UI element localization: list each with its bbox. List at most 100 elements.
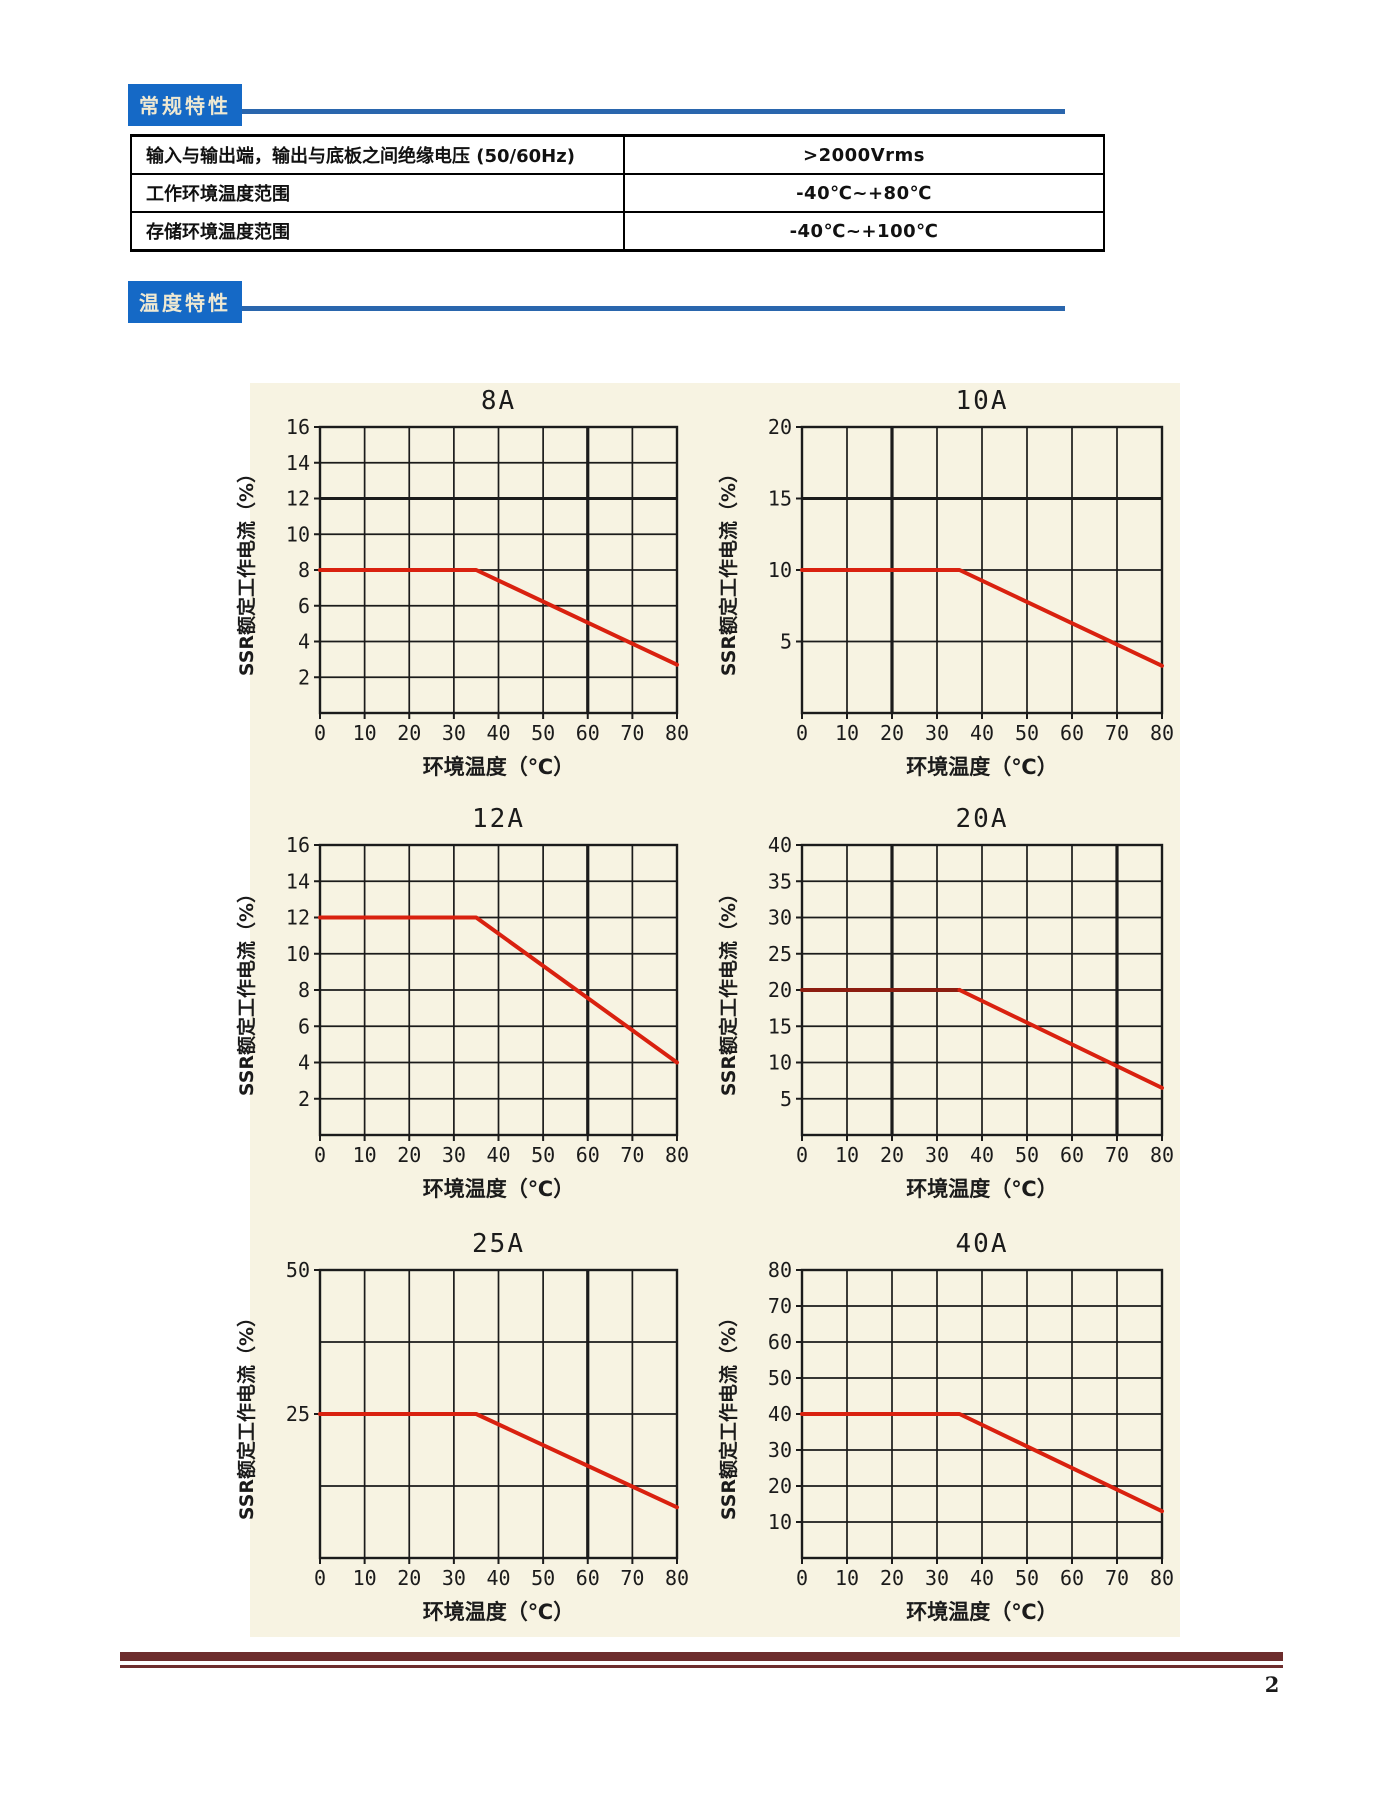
- y-axis: 10 20 30 40 50 60 70 80: [768, 1258, 802, 1534]
- y-axis-title: SSR额定工作电流（%）: [235, 464, 258, 676]
- y-tick-label: 60: [768, 1330, 792, 1354]
- y-tick-label: 14: [286, 451, 310, 475]
- chart-panel: [250, 383, 1180, 1637]
- chart-title: 25A: [472, 1229, 525, 1259]
- x-tick-label: 60: [1060, 1566, 1084, 1590]
- x-tick-label: 80: [665, 1566, 689, 1590]
- x-tick-label: 60: [576, 1143, 600, 1167]
- y-tick-label: 10: [286, 942, 310, 966]
- y-tick-label: 15: [768, 487, 792, 511]
- y-axis-title: SSR额定工作电流（%）: [717, 1308, 740, 1520]
- y-tick-label: 12: [286, 487, 310, 511]
- y-axis: 25 50: [286, 1258, 320, 1426]
- x-tick-label: 10: [353, 1143, 377, 1167]
- table-row: 存储环境温度范围 -40℃~+100℃: [132, 211, 1103, 249]
- x-tick-label: 0: [796, 1566, 808, 1590]
- page-number: 2: [1264, 1672, 1280, 1697]
- derating-chart-12A: 0 10 20 30 40 50 60 70 80 2 4 6 8 10 12 14 16 12A 环境温度（℃） S…: [235, 804, 689, 1201]
- section-title: 温度特性: [128, 281, 242, 323]
- derating-chart-20A: 0 10 20 30 40 50 60 70 80 5 10 15 20 25 30 35 40 20A 环境温度（…: [717, 804, 1174, 1201]
- section-rule: [228, 109, 1065, 114]
- y-tick-label: 40: [768, 1402, 792, 1426]
- x-tick-label: 40: [486, 1143, 510, 1167]
- y-tick-label: 35: [768, 869, 792, 893]
- y-axis: 5 10 15 20 25 30 35 40: [768, 833, 802, 1111]
- x-axis: 0 10 20 30 40 50 60 70 80: [314, 713, 689, 745]
- x-axis: 0 10 20 30 40 50 60 70 80: [796, 1558, 1174, 1590]
- y-tick-label: 14: [286, 869, 310, 893]
- x-tick-label: 40: [970, 1566, 994, 1590]
- derating-chart-40A: 0 10 20 30 40 50 60 70 80 10 20 30 40 50 60 70 80 40A 环境温度…: [717, 1229, 1174, 1624]
- chart-title: 8A: [481, 386, 516, 416]
- y-tick-label: 50: [768, 1366, 792, 1390]
- derating-line: [957, 988, 1164, 1090]
- row-label: 输入与输出端，输出与底板之间绝缘电压 (50/60Hz): [132, 137, 625, 173]
- section-header-general: 常规特性: [128, 84, 1065, 126]
- x-tick-label: 40: [486, 721, 510, 745]
- x-tick-label: 60: [1060, 721, 1084, 745]
- y-tick-label: 16: [286, 833, 310, 857]
- x-tick-label: 0: [314, 1566, 326, 1590]
- x-axis: 0 10 20 30 40 50 60 70 80: [796, 1135, 1174, 1167]
- x-tick-label: 60: [576, 1566, 600, 1590]
- x-tick-label: 0: [796, 1143, 808, 1167]
- x-axis-title: 环境温度（℃）: [906, 1177, 1057, 1201]
- x-tick-label: 30: [442, 1143, 466, 1167]
- x-tick-label: 70: [620, 1566, 644, 1590]
- y-tick-label: 6: [298, 1014, 310, 1038]
- x-tick-label: 30: [925, 1566, 949, 1590]
- row-label: 存储环境温度范围: [132, 213, 625, 249]
- y-tick-label: 80: [768, 1258, 792, 1282]
- y-axis-title: SSR额定工作电流（%）: [235, 1308, 258, 1520]
- x-axis: 0 10 20 30 40 50 60 70 80: [314, 1135, 689, 1167]
- derating-chart-10A: 0 10 20 30 40 50 60 70 80 5 10 15 20 10A 环境温度（℃） SSR额定工…: [717, 386, 1174, 779]
- x-tick-label: 10: [353, 721, 377, 745]
- x-tick-label: 10: [835, 1566, 859, 1590]
- y-tick-label: 2: [298, 1087, 310, 1111]
- x-tick-label: 0: [796, 721, 808, 745]
- derating-line: [800, 568, 1164, 668]
- x-axis-title: 环境温度（℃）: [423, 1600, 574, 1624]
- x-tick-label: 50: [1015, 1566, 1039, 1590]
- y-tick-label: 4: [298, 1051, 310, 1075]
- row-value: -40℃~+80℃: [796, 182, 932, 204]
- x-axis: 0 10 20 30 40 50 60 70 80: [796, 713, 1174, 745]
- y-tick-label: 20: [768, 415, 792, 439]
- x-tick-label: 40: [970, 1143, 994, 1167]
- y-tick-label: 4: [298, 630, 310, 654]
- derating-line: [318, 1412, 679, 1510]
- y-tick-label: 10: [768, 1051, 792, 1075]
- y-tick-label: 2: [298, 665, 310, 689]
- x-tick-label: 0: [314, 721, 326, 745]
- derating-line: [318, 568, 679, 667]
- y-tick-label: 25: [286, 1402, 310, 1426]
- x-tick-label: 60: [1060, 1143, 1084, 1167]
- chart-grid: [802, 1270, 1162, 1558]
- y-tick-label: 10: [286, 522, 310, 546]
- y-tick-label: 10: [768, 558, 792, 582]
- chart-title: 40A: [956, 1229, 1009, 1259]
- x-tick-label: 20: [397, 1143, 421, 1167]
- x-tick-label: 50: [531, 1143, 555, 1167]
- y-tick-label: 12: [286, 906, 310, 930]
- x-tick-label: 30: [442, 721, 466, 745]
- table-row: 输入与输出端，输出与底板之间绝缘电压 (50/60Hz) >2000Vrms: [132, 137, 1103, 173]
- x-tick-label: 30: [442, 1566, 466, 1590]
- footer-rule-thin: [120, 1665, 1283, 1668]
- y-tick-label: 70: [768, 1294, 792, 1318]
- y-tick-label: 20: [768, 978, 792, 1002]
- x-tick-label: 70: [1105, 1143, 1129, 1167]
- x-tick-label: 60: [576, 721, 600, 745]
- x-tick-label: 50: [531, 721, 555, 745]
- x-tick-label: 20: [880, 1566, 904, 1590]
- x-tick-label: 40: [486, 1566, 510, 1590]
- x-axis-title: 环境温度（℃）: [423, 755, 574, 779]
- x-tick-label: 80: [1150, 1143, 1174, 1167]
- y-tick-label: 30: [768, 1438, 792, 1462]
- derating-line: [318, 915, 679, 1065]
- x-tick-label: 50: [531, 1566, 555, 1590]
- y-axis-title: SSR额定工作电流（%）: [235, 884, 258, 1096]
- x-axis-title: 环境温度（℃）: [423, 1177, 574, 1201]
- x-axis-title: 环境温度（℃）: [906, 755, 1057, 779]
- y-tick-label: 25: [768, 942, 792, 966]
